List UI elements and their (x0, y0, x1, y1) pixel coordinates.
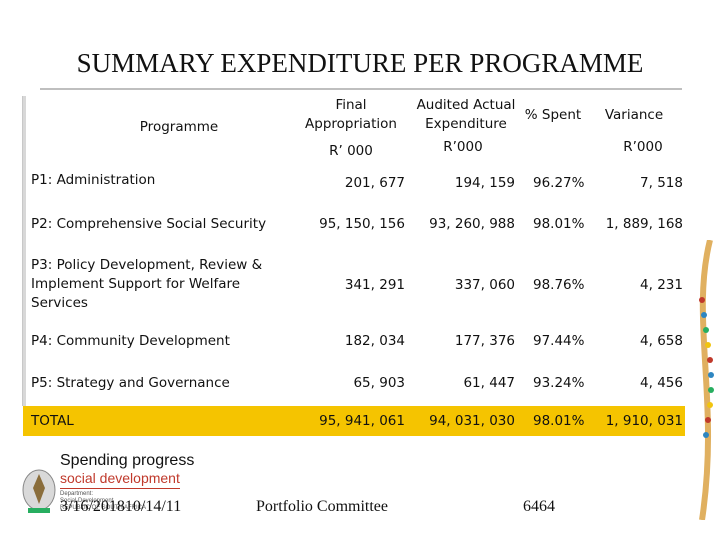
row5-programme: P5: Strategy and Governance (31, 375, 230, 391)
row1-final: 201, 677 (344, 175, 405, 191)
header-variance: Variance (604, 107, 664, 123)
row4-final: 182, 034 (344, 333, 405, 349)
total-final: 95, 941, 061 (319, 413, 405, 429)
header-programme: Programme (139, 119, 219, 135)
row1-variance: 7, 518 (640, 175, 683, 191)
row3-spent: 98.76% (533, 277, 585, 293)
footer-page-number: 6464 (523, 498, 555, 515)
row1-programme: P1: Administration (31, 172, 156, 188)
footer-date: 3/16/201810/14/11 (60, 498, 182, 515)
bead-icons (699, 297, 714, 438)
row4-spent: 97.44% (533, 333, 585, 349)
row2-programme: P2: Comprehensive Social Security (31, 216, 267, 232)
row5-spent: 93.24% (533, 375, 585, 391)
beadwork-decoration (699, 240, 714, 520)
header-final-line1: Final (335, 97, 367, 113)
row3-programme-line2: Implement Support for Welfare (31, 276, 241, 292)
coat-of-arms-icon (22, 469, 56, 513)
row3-programme-line3: Services (31, 295, 88, 311)
row4-programme: P4: Community Development (31, 333, 230, 349)
header-audited-line1: Audited Actual (416, 97, 516, 113)
footer-title: Portfolio Committee (256, 498, 388, 515)
slide-title: SUMMARY EXPENDITURE PER PROGRAMME (76, 48, 644, 78)
dept-line1: Department: (60, 491, 94, 497)
row2-audited: 93, 260, 988 (429, 216, 515, 232)
row5-final: 65, 903 (353, 375, 405, 391)
row5-audited: 61, 447 (463, 375, 515, 391)
title-divider (40, 88, 682, 90)
header-final-unit: R’ 000 (329, 143, 373, 159)
total-variance: 1, 910, 031 (605, 413, 683, 429)
row1-audited: 194, 159 (454, 175, 515, 191)
total-spent: 98.01% (533, 413, 585, 429)
row2-variance: 1, 889, 168 (605, 216, 683, 232)
header-spent: % Spent (524, 107, 582, 123)
logo-underline (60, 488, 180, 489)
row2-spent: 98.01% (533, 216, 585, 232)
footer-spending-progress: Spending progress (60, 452, 195, 469)
row5-variance: 4, 456 (640, 375, 683, 391)
logo-social-development: social development (60, 470, 180, 486)
header-variance-unit: R’000 (623, 139, 663, 155)
row4-variance: 4, 658 (640, 333, 683, 349)
dept-line3: REPUBLIC OF SOUTH AFRICA (60, 505, 147, 511)
row2-final: 95, 150, 156 (319, 216, 405, 232)
total-row: TOTAL 95, 941, 061 94, 031, 030 98.01% 1… (23, 406, 685, 436)
header-audited-unit: R’000 (443, 139, 483, 155)
row3-programme-line1: P3: Policy Development, Review & (31, 257, 263, 273)
expenditure-table: Programme Final Appropriation R’ 000 Aud… (22, 96, 685, 436)
total-audited: 94, 031, 030 (429, 413, 515, 429)
header-final-line2: Appropriation (305, 116, 397, 132)
logo-department: Department: Social Development REPUBLIC … (60, 491, 146, 512)
row3-audited: 337, 060 (454, 277, 515, 293)
row3-variance: 4, 231 (640, 277, 683, 293)
row4-audited: 177, 376 (454, 333, 515, 349)
header-audited-line2: Expenditure (425, 116, 507, 132)
total-label: TOTAL (31, 413, 74, 429)
dept-line2: Social Development (60, 498, 114, 504)
row3-final: 341, 291 (344, 277, 405, 293)
table-left-border (23, 96, 26, 406)
row1-spent: 96.27% (533, 175, 585, 191)
